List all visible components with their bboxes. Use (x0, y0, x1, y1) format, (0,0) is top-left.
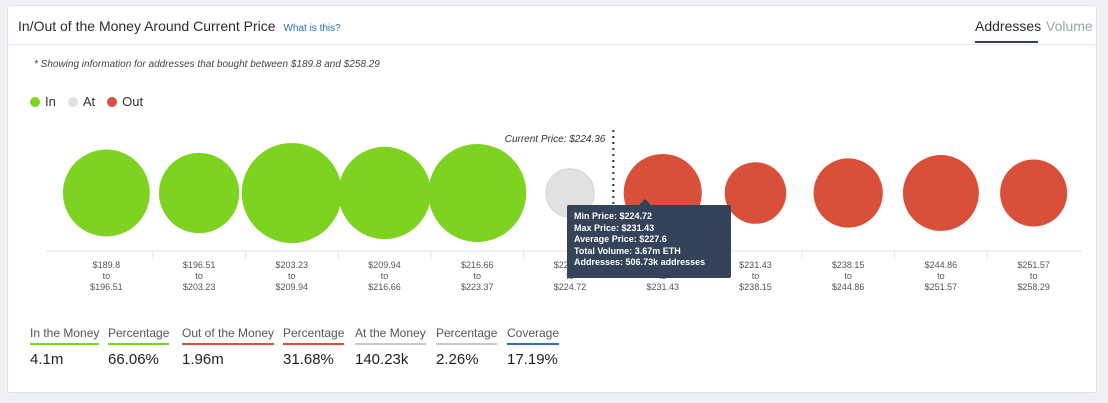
chart-title-text: In/Out of the Money Around Current Price (18, 18, 276, 34)
x-tick-label: $244.86 to $251.57 (925, 260, 958, 292)
x-tick-label: $196.51 to $203.23 (183, 260, 216, 292)
stat-at-percentage: Percentage 2.26% (436, 326, 498, 368)
x-tick-label: $189.8 to $196.51 (90, 260, 123, 292)
bubble-in[interactable] (338, 146, 431, 240)
stat-out-of-the-money: Out of the Money 1.96m (182, 326, 275, 368)
chart-legend: In At Out (30, 94, 143, 109)
bubble-in[interactable] (241, 142, 342, 244)
tooltip-row-total-volume: Total Volume: 3.67m ETH (574, 245, 681, 256)
x-tick-label: $216.66 to $223.37 (461, 260, 494, 292)
stat-underline (108, 343, 170, 345)
legend-dot-out (107, 96, 118, 107)
bubble-in[interactable] (62, 149, 150, 237)
stat-underline (30, 343, 100, 345)
stat-in-percentage: Percentage 66.06% (108, 326, 170, 368)
tooltip-row-max-price: Max Price: $231.43 (574, 222, 655, 233)
bubble-chart: $189.8 to $196.51 $196.51 to $203.23 $203.23 to… (46, 130, 1082, 292)
bubble-tooltip: Min Price: $224.72 Max Price: $231.43 Av… (567, 199, 731, 278)
bubble-out[interactable] (1000, 159, 1068, 227)
stat-underline (436, 343, 498, 345)
stat-underline (507, 343, 560, 345)
stat-at-the-money: At the Money 140.23k (355, 326, 426, 368)
stat-underline (182, 343, 275, 345)
chart-title: In/Out of the Money Around Current Price… (18, 18, 341, 34)
bubble-in[interactable] (158, 152, 240, 234)
bubble-out[interactable] (813, 158, 883, 228)
bubble-out[interactable] (724, 162, 787, 224)
legend-dot-in (30, 96, 40, 107)
tab-addresses[interactable]: Addresses (975, 18, 1042, 34)
legend-label-in: In (45, 94, 56, 109)
legend-item-in[interactable]: In (30, 94, 56, 109)
header-divider (8, 44, 1096, 45)
x-tick-label: $231.43 to $238.15 (739, 260, 772, 292)
x-tick-label: $251.57 to $258.29 (1017, 260, 1050, 292)
active-tab-indicator (975, 41, 1038, 43)
x-tick-label: $209.94 to $216.66 (368, 260, 401, 292)
legend-item-at[interactable]: At (67, 94, 96, 109)
stat-coverage: Coverage 17.19% (507, 326, 560, 368)
tooltip-row-average-price: Average Price: $227.6 (574, 234, 667, 244)
what-is-this-link[interactable]: What is this? (283, 23, 341, 34)
stat-underline (283, 343, 345, 345)
x-tick-label: $203.23 to $209.94 (276, 260, 309, 292)
legend-label-out: Out (122, 94, 144, 109)
x-tick-label: $238.15 to $244.86 (832, 260, 865, 292)
tooltip-row-min-price: Min Price: $224.72 (574, 211, 653, 221)
stat-in-the-money: In the Money 4.1m (30, 326, 100, 368)
bubble-in[interactable] (428, 144, 527, 242)
legend-label-at: At (82, 94, 96, 109)
stat-out-percentage: Percentage 31.68% (283, 326, 345, 368)
range-note: * Showing information for addresses that… (34, 59, 380, 70)
iomap-card: In/Out of the Money Around Current Price… (7, 5, 1097, 393)
tooltip-row-addresses: Addresses: 506.73k addresses (574, 257, 706, 267)
current-price-label: Current Price: $224.36 (505, 134, 606, 145)
tab-volume[interactable]: Volume (1046, 18, 1093, 34)
legend-item-out[interactable]: Out (107, 94, 143, 109)
legend-dot-at (67, 96, 78, 107)
bubble-out[interactable] (902, 155, 979, 231)
stat-underline (355, 343, 426, 345)
tooltip-arrow (639, 199, 651, 205)
